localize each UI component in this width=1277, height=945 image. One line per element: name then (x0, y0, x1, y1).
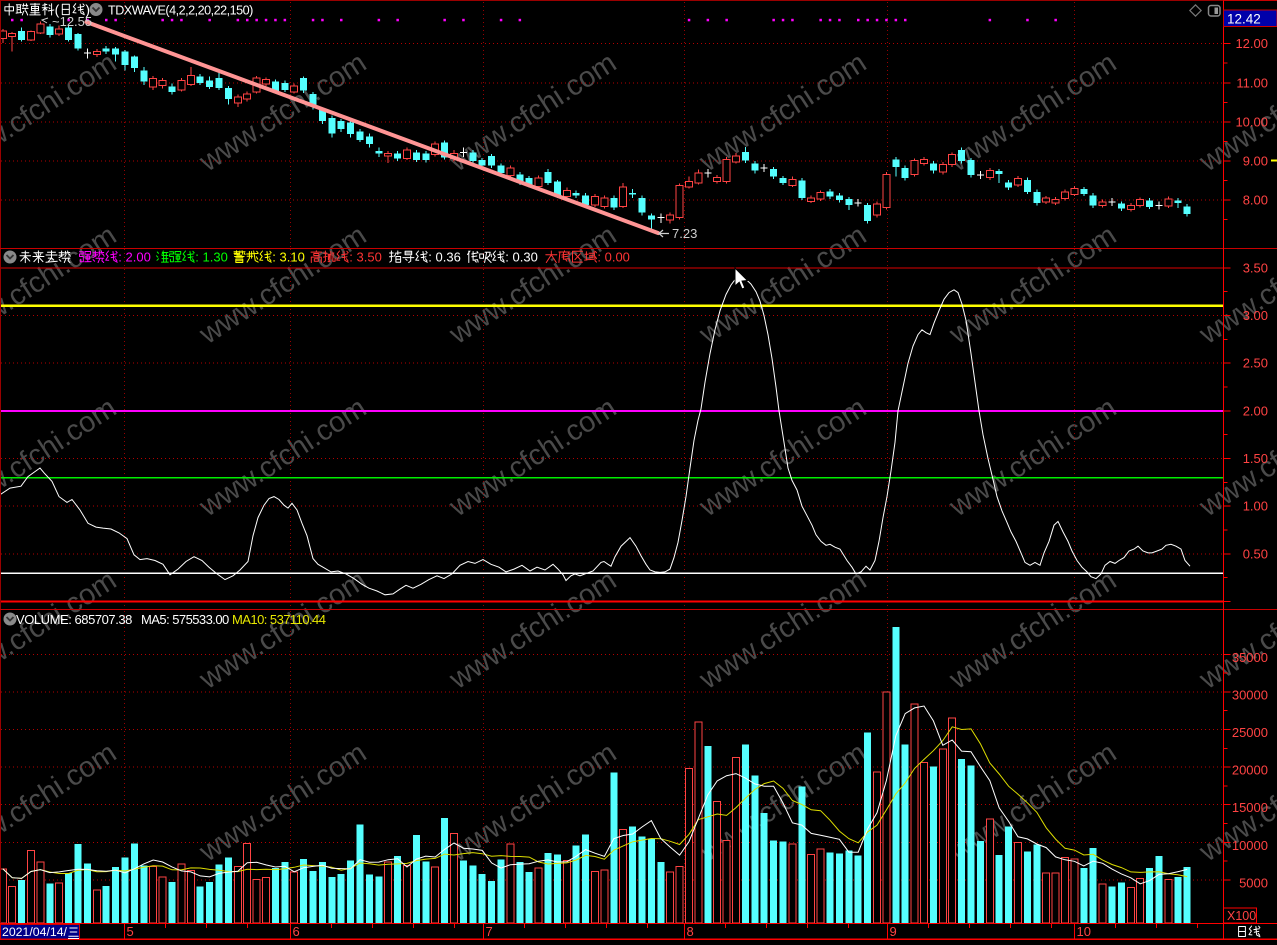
svg-text:3.50: 3.50 (1243, 260, 1268, 275)
svg-text:5: 5 (127, 924, 134, 939)
svg-text:12.42: 12.42 (1227, 12, 1261, 27)
svg-text:0.50: 0.50 (1243, 546, 1268, 561)
svg-text:20000: 20000 (1232, 763, 1268, 778)
svg-text:35000: 35000 (1232, 650, 1268, 665)
svg-text:TDXWAVE(4,2,2,20,22,150): TDXWAVE(4,2,2,20,22,150) (108, 4, 253, 18)
svg-text:12.00: 12.00 (1235, 36, 1268, 51)
svg-text:8: 8 (687, 924, 694, 939)
svg-text:: 0.00: : 0.00 (597, 250, 630, 265)
svg-text:15000: 15000 (1232, 800, 1268, 815)
svg-text:2.50: 2.50 (1243, 356, 1268, 371)
svg-text:: 1.30: : 1.30 (195, 250, 228, 265)
svg-text:: 3.10: : 3.10 (272, 250, 305, 265)
svg-text:1.00: 1.00 (1243, 499, 1268, 514)
svg-text:MA10: 537110.44: MA10: 537110.44 (232, 612, 326, 627)
svg-text:1.50: 1.50 (1243, 451, 1268, 466)
svg-text:10: 10 (1077, 924, 1091, 939)
svg-text:11.00: 11.00 (1236, 75, 1268, 90)
svg-text:9: 9 (890, 924, 897, 939)
svg-text:2021/04/14/: 2021/04/14/ (2, 925, 68, 939)
svg-text:: 0.36: : 0.36 (428, 250, 461, 265)
svg-text:9.00: 9.00 (1243, 154, 1268, 169)
svg-text:10000: 10000 (1232, 838, 1268, 853)
svg-text:: 0.30: : 0.30 (505, 250, 538, 265)
svg-text:6: 6 (293, 924, 300, 939)
svg-text:3.00: 3.00 (1243, 308, 1268, 323)
svg-text:5000: 5000 (1239, 875, 1268, 890)
svg-text:VOLUME: 685707.38: VOLUME: 685707.38 (16, 612, 132, 627)
svg-text:): ) (85, 2, 90, 18)
svg-text:25000: 25000 (1232, 725, 1268, 740)
svg-text:7.23: 7.23 (672, 226, 697, 241)
svg-text:7: 7 (486, 924, 493, 939)
svg-text:10.00: 10.00 (1235, 114, 1268, 129)
svg-text:2.00: 2.00 (1243, 403, 1268, 418)
svg-text:X100: X100 (1227, 909, 1256, 923)
svg-text:(: ( (55, 2, 60, 18)
svg-text:8.00: 8.00 (1243, 193, 1268, 208)
svg-text:30000: 30000 (1232, 687, 1268, 702)
svg-text:MA5: 575533.00: MA5: 575533.00 (141, 612, 229, 627)
svg-text:: 3.50: : 3.50 (349, 250, 382, 265)
svg-text:: 2.00: : 2.00 (118, 250, 151, 265)
